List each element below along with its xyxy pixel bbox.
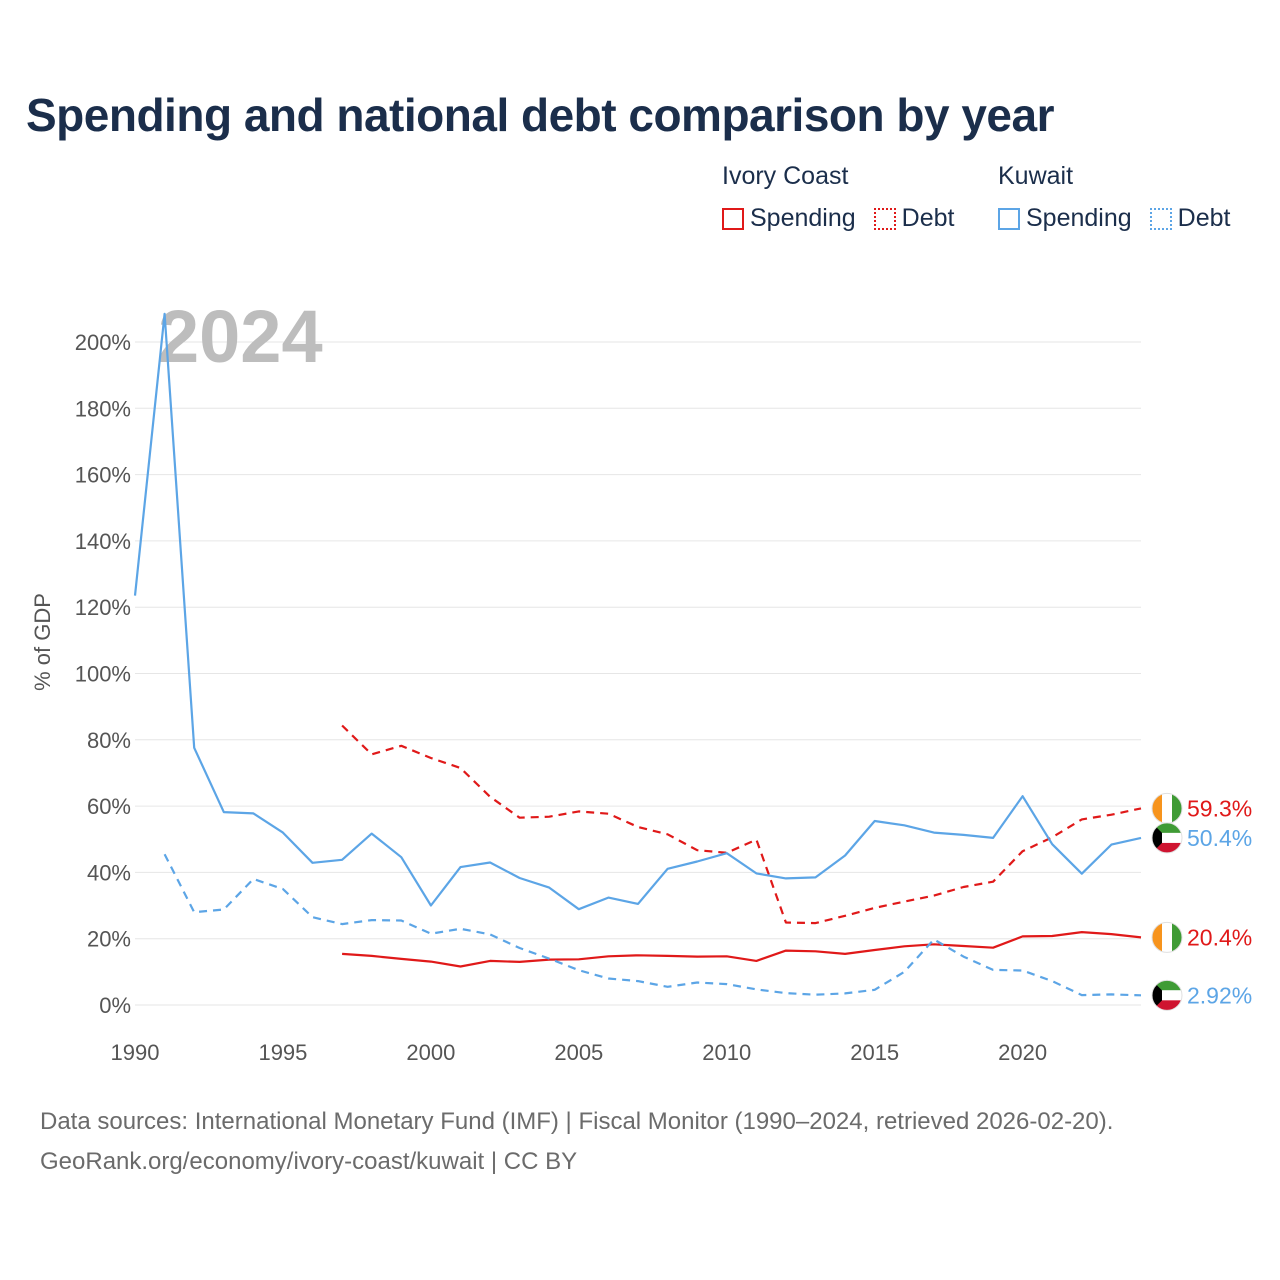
legend-group-kuwait: Kuwait Spending Debt: [998, 162, 1230, 233]
footer-credit[interactable]: GeoRank.org/economy/ivory-coast/kuwait |…: [40, 1148, 578, 1175]
grid-lines: [135, 341, 1141, 1006]
y-tick-label: 80%: [87, 728, 131, 753]
series-line-ivory-coast-debt: [341, 724, 1142, 925]
kuwait-flag-icon: [1151, 822, 1183, 854]
legend-swatch-dotted: [1149, 207, 1172, 230]
chart-title: Spending and national debt comparison by…: [26, 89, 1055, 141]
legend-item-kuwait-debt[interactable]: Debt: [1149, 204, 1231, 233]
year-watermark: 2024: [158, 295, 323, 378]
legend-item-kuwait-spending[interactable]: Spending: [998, 204, 1132, 233]
legend-country-label: Kuwait: [998, 162, 1074, 190]
y-tick-label: 120%: [75, 595, 131, 620]
axes: 0% 20% 40% 60% 80% 100% 120% 140% 160% 180% 200% 19…: [75, 330, 1047, 1065]
series-line-ivory-coast-spending: [342, 930, 1142, 968]
x-tick-label: 1990: [111, 1040, 160, 1065]
y-tick-label: 60%: [87, 794, 131, 819]
legend-item-ivory-coast-debt[interactable]: Debt: [873, 204, 955, 233]
y-tick-label: 40%: [87, 860, 131, 885]
end-value-label: 2.92%: [1187, 982, 1252, 1008]
y-tick-label: 20%: [87, 927, 131, 952]
legend-swatch-solid: [722, 207, 744, 230]
y-tick-label: 0%: [99, 993, 131, 1018]
legend-item-label: Spending: [1026, 204, 1132, 232]
series-lines: [133, 312, 1142, 997]
series-line-kuwait-debt: [163, 853, 1142, 997]
x-tick-label: 2010: [702, 1040, 751, 1065]
legend-item-label: Debt: [901, 204, 955, 232]
end-value-label: 59.3%: [1187, 795, 1252, 821]
legend-swatch-solid: [998, 207, 1020, 230]
y-tick-label: 200%: [75, 330, 131, 355]
legend-item-label: Spending: [750, 204, 856, 232]
legend-swatch-dotted: [873, 207, 896, 230]
y-tick-label: 100%: [75, 662, 131, 687]
y-tick-label: 180%: [75, 396, 131, 421]
ivory-coast-flag-icon: [1151, 792, 1183, 824]
x-tick-label: 2005: [554, 1040, 603, 1065]
end-value-label: 20.4%: [1187, 924, 1252, 950]
end-value-label: 50.4%: [1187, 825, 1252, 851]
legend-item-ivory-coast-spending[interactable]: Spending: [722, 204, 856, 233]
legend-group-ivory-coast: Ivory Coast Spending Debt: [722, 162, 954, 233]
legend-item-label: Debt: [1177, 204, 1231, 232]
legend-country-label: Ivory Coast: [722, 162, 849, 190]
x-tick-label: 2015: [850, 1040, 899, 1065]
ivory-coast-flag-icon: [1151, 921, 1183, 953]
kuwait-flag-icon: [1151, 979, 1183, 1011]
x-tick-label: 2000: [406, 1040, 455, 1065]
x-tick-label: 2020: [998, 1040, 1047, 1065]
y-axis-label: % of GDP: [30, 593, 55, 691]
y-tick-label: 160%: [75, 463, 131, 488]
end-labels: 20.4% 59.3% 50.4% 2.92%: [1151, 792, 1252, 1011]
series-line-kuwait-spending: [133, 312, 1142, 911]
footer-sources: Data sources: International Monetary Fun…: [40, 1108, 1114, 1135]
y-tick-label: 140%: [75, 529, 131, 554]
x-tick-label: 1995: [258, 1040, 307, 1065]
